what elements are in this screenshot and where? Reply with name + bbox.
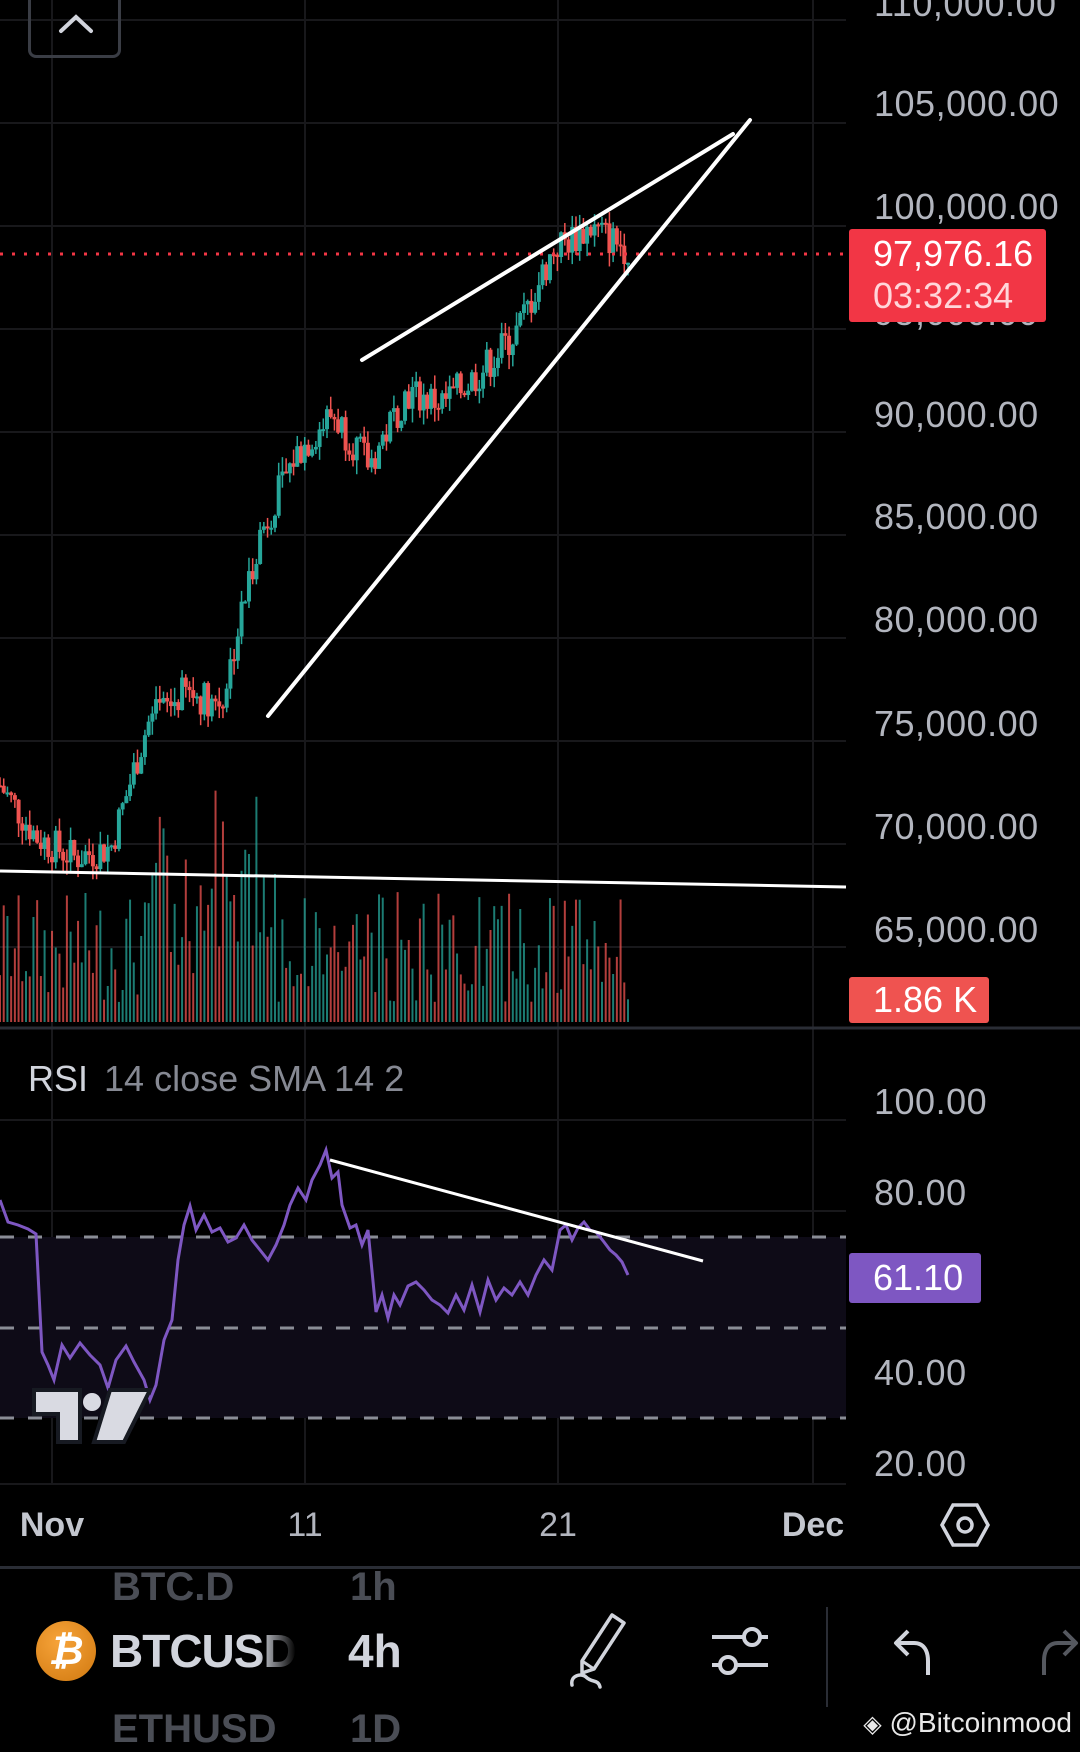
rsi-axis-label: 100.00 bbox=[874, 1081, 988, 1122]
rsi-axis-label: 80.00 bbox=[874, 1172, 967, 1213]
pencil-icon bbox=[570, 1613, 626, 1689]
prev-symbol[interactable]: BTC.D bbox=[112, 1565, 235, 1609]
rsi-params: 14 close SMA 14 2 bbox=[104, 1058, 405, 1099]
drawing-tools-button[interactable] bbox=[568, 1609, 632, 1689]
symbol-selector[interactable]: BTCUSD bbox=[110, 1625, 297, 1677]
price-label: 105,000.00 bbox=[874, 83, 1060, 124]
rsi-axis-label: 20.00 bbox=[874, 1443, 967, 1484]
lower-trendline bbox=[266, 118, 752, 718]
interval-selector[interactable]: 4h bbox=[348, 1625, 402, 1677]
next-interval[interactable]: 1D bbox=[350, 1707, 402, 1751]
rsi-axis-label: 40.00 bbox=[874, 1352, 967, 1393]
price-label: 90,000.00 bbox=[874, 394, 1039, 435]
rsi-legend[interactable]: RSI 14 close SMA 14 2 bbox=[28, 1058, 404, 1100]
bitcoin-icon: ₿ bbox=[36, 1621, 96, 1681]
collapse-button[interactable] bbox=[28, 0, 121, 58]
toolbar-divider bbox=[826, 1607, 828, 1707]
bar-countdown: 03:32:34 bbox=[873, 275, 1014, 316]
rsi-trendline[interactable] bbox=[329, 1158, 704, 1263]
upper-trendline bbox=[360, 132, 735, 362]
binance-icon: ◈ bbox=[863, 1711, 882, 1738]
gear-icon bbox=[940, 1503, 990, 1547]
price-label: 70,000.00 bbox=[874, 806, 1039, 847]
prev-interval[interactable]: 1h bbox=[350, 1565, 397, 1609]
price-label: 65,000.00 bbox=[874, 909, 1039, 950]
time-label: Nov bbox=[19, 1506, 85, 1544]
undo-button[interactable] bbox=[884, 1621, 940, 1681]
rsi-title: RSI bbox=[28, 1058, 89, 1099]
rsi-band-lines bbox=[0, 1235, 846, 1420]
time-label: Dec bbox=[781, 1506, 845, 1544]
time-label: 11 bbox=[287, 1506, 323, 1544]
watermark-text: @Bitcoinmood bbox=[889, 1707, 1072, 1738]
next-symbol[interactable]: ETHUSD bbox=[112, 1707, 277, 1751]
price-label: 110,000.00 bbox=[874, 0, 1057, 24]
redo-button[interactable] bbox=[1032, 1621, 1080, 1681]
candlestick-series bbox=[0, 212, 630, 880]
wedge-trendlines[interactable] bbox=[266, 118, 752, 718]
volume-tag: 1.86 K bbox=[849, 977, 989, 1023]
time-label: 21 bbox=[539, 1506, 577, 1544]
sliders-icon bbox=[712, 1627, 768, 1675]
price-label: 80,000.00 bbox=[874, 599, 1039, 640]
support-line[interactable] bbox=[0, 869, 847, 889]
price-label: 85,000.00 bbox=[874, 496, 1039, 537]
tradingview-logo-icon bbox=[32, 1388, 154, 1444]
rsi-value-tag: 61.10 bbox=[849, 1253, 981, 1303]
chart-settings-button[interactable] bbox=[940, 1502, 990, 1548]
watermark: ◈ @Bitcoinmood bbox=[863, 1707, 1072, 1739]
price-label: 100,000.00 bbox=[874, 186, 1060, 227]
last-price-value: 97,976.16 bbox=[873, 233, 1034, 274]
bottom-toolbar: BTC.D 1h ₿ BTCUSD 4h ETHUSD 1D bbox=[0, 1565, 1080, 1751]
chevron-up-icon bbox=[59, 14, 93, 33]
rsi-line bbox=[0, 1144, 630, 1405]
last-price-tag: 97,976.16 03:32:34 bbox=[849, 229, 1046, 322]
volume-histogram bbox=[0, 790, 629, 1022]
undo-icon bbox=[894, 1629, 930, 1675]
indicators-button[interactable] bbox=[708, 1619, 772, 1683]
redo-icon bbox=[1042, 1629, 1078, 1675]
price-label: 75,000.00 bbox=[874, 703, 1039, 744]
